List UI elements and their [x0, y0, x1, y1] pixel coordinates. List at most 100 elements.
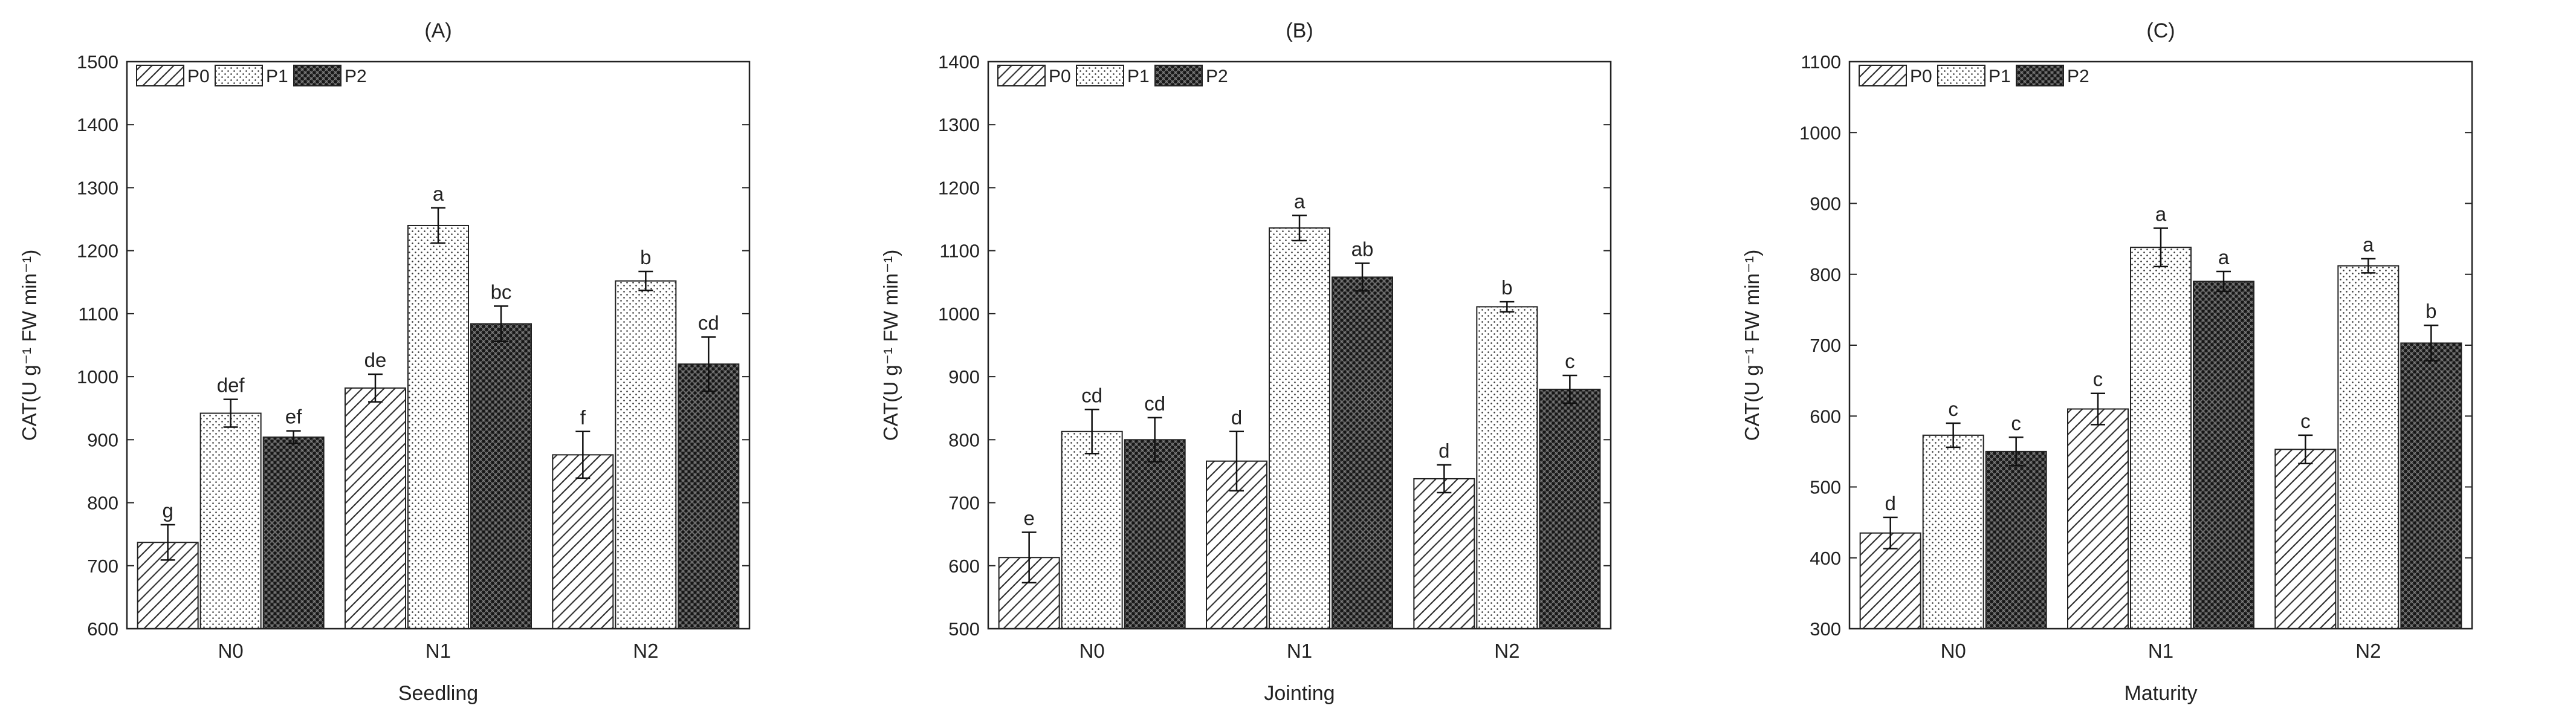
- legend-swatch-P0: [136, 65, 184, 86]
- significance-letter: d: [1885, 492, 1895, 514]
- x-tick-label: N1: [1287, 640, 1312, 662]
- significance-letter: b: [1501, 276, 1512, 299]
- bar-P2-N1: [470, 323, 532, 629]
- bar-P2-N1: [2193, 281, 2254, 630]
- plot-frame: [1848, 60, 2473, 630]
- legend: P0 P1 P2: [1859, 65, 2089, 86]
- significance-letter: def: [217, 374, 245, 397]
- significance-letter: b: [640, 246, 651, 268]
- chart-panel-1: (A) 600 700 800 900 1000 1100 1200 1300 1400 1500 C…: [18, 19, 751, 705]
- y-tick-label: 800: [87, 493, 118, 514]
- x-tick-label: N0: [1079, 640, 1105, 662]
- significance-letter: a: [2155, 203, 2167, 225]
- bar-P0-N2: [2274, 449, 2337, 629]
- x-tick-label: N2: [2355, 640, 2381, 662]
- y-tick-label: 1400: [938, 51, 980, 73]
- y-tick-label: 700: [948, 493, 980, 514]
- significance-letter: d: [1438, 439, 1449, 462]
- bar-P1-N0: [199, 412, 262, 629]
- significance-letter: cd: [1144, 392, 1165, 415]
- legend-label: P2: [2067, 66, 2089, 86]
- legend-label: P1: [266, 66, 288, 86]
- legend-label: P2: [345, 66, 367, 86]
- significance-letter: de: [364, 349, 387, 371]
- y-tick-label: 1200: [77, 241, 118, 262]
- x-axis-label: Maturity: [2125, 682, 2198, 705]
- y-tick-label: 700: [87, 556, 118, 577]
- legend-swatch-P1: [1076, 65, 1124, 86]
- chart-panels: (A) 600 700 800 900 1000 1100 1200 1300 1400 1500 C…: [18, 19, 2473, 705]
- y-axis-label: CAT(U g⁻¹ FW min⁻¹): [879, 250, 902, 441]
- y-tick-label: 1200: [938, 177, 980, 198]
- legend-swatch-P1: [1937, 65, 1985, 86]
- significance-letter: f: [580, 406, 586, 429]
- legend: P0 P1 P2: [997, 65, 1228, 86]
- x-tick-label: N0: [1941, 640, 1966, 662]
- significance-letter: c: [2011, 412, 2021, 434]
- y-tick-label: 600: [87, 618, 118, 640]
- y-tick-label: 900: [1810, 193, 1841, 215]
- x-tick-label: N2: [633, 640, 658, 662]
- significance-letter: a: [2363, 233, 2374, 256]
- y-tick-label: 700: [1810, 335, 1841, 356]
- y-tick-label: 1500: [77, 51, 118, 73]
- y-tick-label: 800: [948, 429, 980, 450]
- significance-letter: a: [433, 183, 444, 205]
- y-tick-label: 1000: [938, 303, 980, 325]
- y-tick-label: 600: [948, 556, 980, 577]
- bar-P1-N1: [2130, 247, 2192, 629]
- legend-swatch-P0: [997, 65, 1046, 86]
- legend-swatch-P2: [1154, 65, 1203, 86]
- legend-label: P1: [1127, 66, 1150, 86]
- y-tick-label: 1300: [77, 177, 118, 198]
- legend-label: P2: [1206, 66, 1228, 86]
- x-tick-label: N2: [1494, 640, 1519, 662]
- bar-P1-N0: [1061, 430, 1123, 629]
- x-tick-label: N1: [426, 640, 451, 662]
- y-axis-label: CAT(U g⁻¹ FW min⁻¹): [18, 250, 40, 441]
- x-tick-label: N1: [2148, 640, 2173, 662]
- y-tick-label: 900: [87, 429, 118, 450]
- bar-P0-N2: [1413, 478, 1475, 629]
- significance-letter: c: [2093, 368, 2103, 391]
- legend: P0 P1 P2: [136, 65, 367, 86]
- significance-letter: ef: [285, 406, 302, 428]
- legend-label: P1: [1989, 66, 2011, 86]
- y-tick-label: 1000: [77, 366, 118, 388]
- chart-title: (B): [1286, 19, 1313, 42]
- legend-label: P0: [1049, 66, 1071, 86]
- y-tick-label: 500: [948, 618, 980, 640]
- y-tick-label: 1100: [1801, 51, 1841, 73]
- significance-letter: a: [2218, 246, 2230, 268]
- y-tick-label: 600: [1810, 406, 1841, 427]
- legend-swatch-P2: [2016, 65, 2064, 86]
- bar-P1-N1: [1269, 227, 1330, 629]
- significance-letter: ab: [1351, 238, 1374, 261]
- significance-letter: d: [1231, 406, 1242, 429]
- y-tick-label: 900: [948, 366, 980, 388]
- y-tick-label: 800: [1810, 264, 1841, 285]
- y-tick-label: 500: [1810, 477, 1841, 498]
- significance-letter: b: [2426, 300, 2436, 322]
- significance-letter: bc: [491, 281, 512, 303]
- legend-swatch-P1: [215, 65, 263, 86]
- bar-P2-N0: [1985, 450, 2047, 629]
- bar-P2-N2: [678, 363, 740, 629]
- y-tick-label: 1300: [938, 114, 980, 135]
- bar-P1-N2: [1476, 306, 1538, 629]
- bar-P1-N1: [407, 224, 469, 629]
- chart-title: (A): [424, 19, 451, 42]
- y-axis-label: CAT(U g⁻¹ FW min⁻¹): [1741, 250, 1763, 441]
- significance-letter: c: [2300, 410, 2311, 432]
- legend-swatch-P2: [293, 65, 341, 86]
- bar-P2-N0: [262, 436, 325, 629]
- legend-label: P0: [187, 66, 210, 86]
- plot-frame: [987, 60, 1612, 630]
- significance-letter: a: [1294, 190, 1306, 212]
- plot-frame: [126, 60, 751, 630]
- significance-letter: cd: [1081, 384, 1102, 406]
- legend-label: P0: [1910, 66, 1932, 86]
- x-tick-label: N0: [218, 640, 244, 662]
- bar-P0-N1: [345, 387, 406, 629]
- significance-letter: e: [1023, 507, 1034, 530]
